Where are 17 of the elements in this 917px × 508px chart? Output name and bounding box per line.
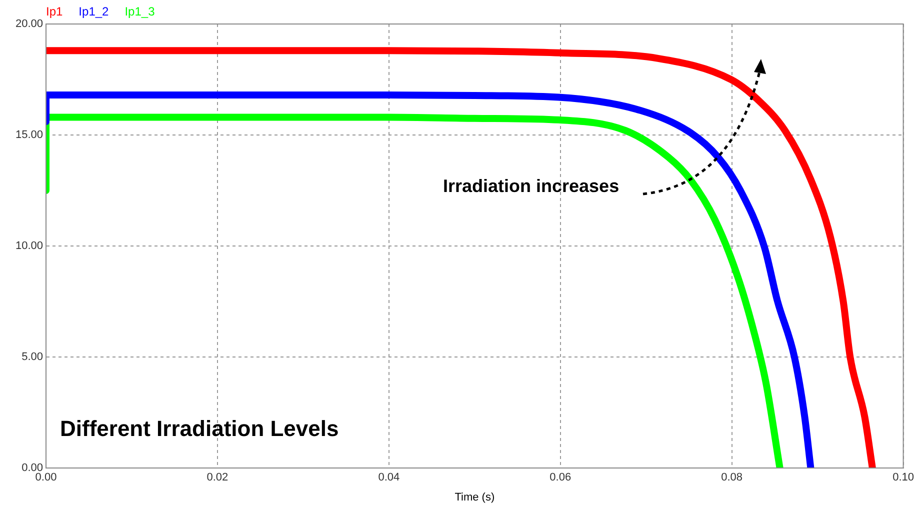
y-tick-label: 5.00 [22, 351, 43, 364]
text: Ip1_3 [124, 4, 156, 18]
y-tick-label: 10.00 [15, 240, 43, 252]
annotation: Different Irradiation Levels [60, 416, 339, 441]
text: Ip1 [46, 4, 64, 18]
x-tick-label: 0.02 [206, 472, 228, 484]
y-tick-label: 0.00 [22, 462, 43, 474]
x-tick-label: 0.06 [550, 472, 572, 484]
y-tick-label: 15.00 [15, 129, 43, 142]
text: Ip1_2 [78, 4, 110, 18]
x-tick-label: 0.00 [35, 472, 57, 484]
x-tick-label: 0.08 [721, 472, 743, 484]
x-tick-label: 0.04 [378, 472, 400, 484]
x-tick-label: 0.10 [892, 472, 914, 484]
x-axis-title: Time (s) [454, 491, 495, 504]
y-tick-label: 20.00 [15, 18, 43, 30]
annotation: Irradiation increases [443, 176, 620, 196]
